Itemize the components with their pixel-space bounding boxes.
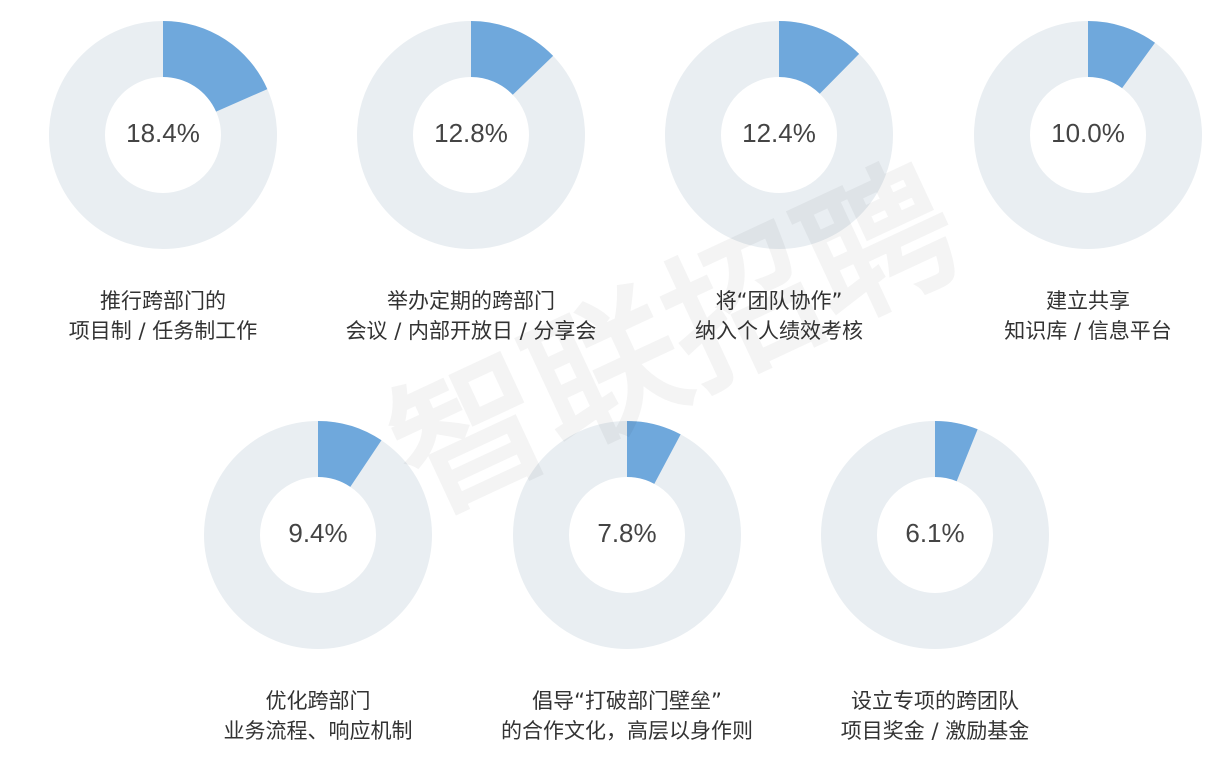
center-label: 6.1% <box>905 518 964 548</box>
center-label: 18.4% <box>126 118 200 148</box>
donut-segment <box>779 21 860 94</box>
caption: 优化跨部门 <box>266 689 371 713</box>
donut-segment <box>935 421 978 482</box>
caption: 推行跨部门的 <box>100 289 226 313</box>
center-label: 12.4% <box>742 118 816 148</box>
center-label: 7.8% <box>597 518 656 548</box>
caption: 知识库 / 信息平台 <box>1004 319 1171 343</box>
donut-segment <box>471 21 554 95</box>
caption: 将“团队协作” <box>716 289 843 313</box>
center-label: 12.8% <box>434 118 508 148</box>
caption: 建立共享 <box>1046 289 1130 313</box>
donut-segment <box>163 21 268 112</box>
center-label: 9.4% <box>288 518 347 548</box>
caption: 倡导“打破部门壁垒” <box>532 689 722 713</box>
caption: 的合作文化，高层以身作则 <box>501 719 753 743</box>
donut-segment <box>627 421 681 484</box>
donut-segment <box>1088 21 1156 89</box>
caption: 项目奖金 / 激励基金 <box>841 719 1029 743</box>
caption: 项目制 / 任务制工作 <box>69 319 257 343</box>
donut-segment <box>318 421 382 487</box>
center-label: 10.0% <box>1051 118 1125 148</box>
caption: 设立专项的跨团队 <box>851 689 1019 713</box>
caption: 纳入个人绩效考核 <box>695 319 863 343</box>
caption: 举办定期的跨部门 <box>387 289 555 313</box>
caption: 业务流程、响应机制 <box>224 719 413 743</box>
caption: 会议 / 内部开放日 / 分享会 <box>346 319 597 343</box>
